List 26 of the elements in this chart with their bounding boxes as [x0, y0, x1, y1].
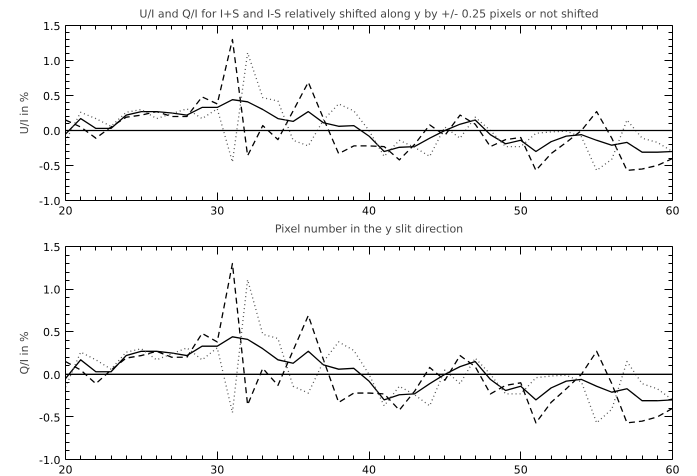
y-tick-label: 0.0 — [43, 125, 61, 138]
x-tick-label: 20 — [58, 464, 72, 476]
x-tick-label: 20 — [58, 204, 72, 218]
y-axis-title: U/I in % — [18, 92, 32, 134]
x-axis-title: Pixel number in the y slit direction — [274, 222, 464, 236]
x-tick-label: 60 — [666, 464, 680, 476]
y-tick-label: 1.0 — [43, 284, 61, 297]
y-tick-label: -1.0 — [39, 195, 61, 208]
y-tick-label: -0.5 — [39, 411, 61, 424]
x-tick-label: 30 — [210, 204, 224, 218]
y-tick-label: 1.5 — [43, 20, 61, 33]
x-tick-label: 50 — [514, 204, 528, 218]
chart-title: U/I and Q/I for I+S and I-S relatively shifted along y by +/- 0.25 pixels or not shifted — [139, 8, 599, 20]
y-tick-label: -1.0 — [39, 454, 61, 467]
y-axis-title: Q/I in % — [18, 331, 32, 375]
y-tick-label: 1.0 — [43, 55, 61, 68]
y-tick-label: 1.5 — [43, 241, 61, 254]
x-tick-label: 40 — [362, 204, 376, 218]
y-tick-label: 0.5 — [43, 90, 61, 103]
x-tick-label: 50 — [514, 464, 528, 476]
x-tick-label: 60 — [666, 204, 680, 218]
y-tick-label: -0.5 — [39, 160, 61, 173]
x-tick-label: 40 — [362, 464, 376, 476]
y-tick-label: 0.5 — [43, 326, 61, 340]
y-tick-label: 0.0 — [43, 368, 61, 382]
x-tick-label: 30 — [210, 464, 224, 476]
